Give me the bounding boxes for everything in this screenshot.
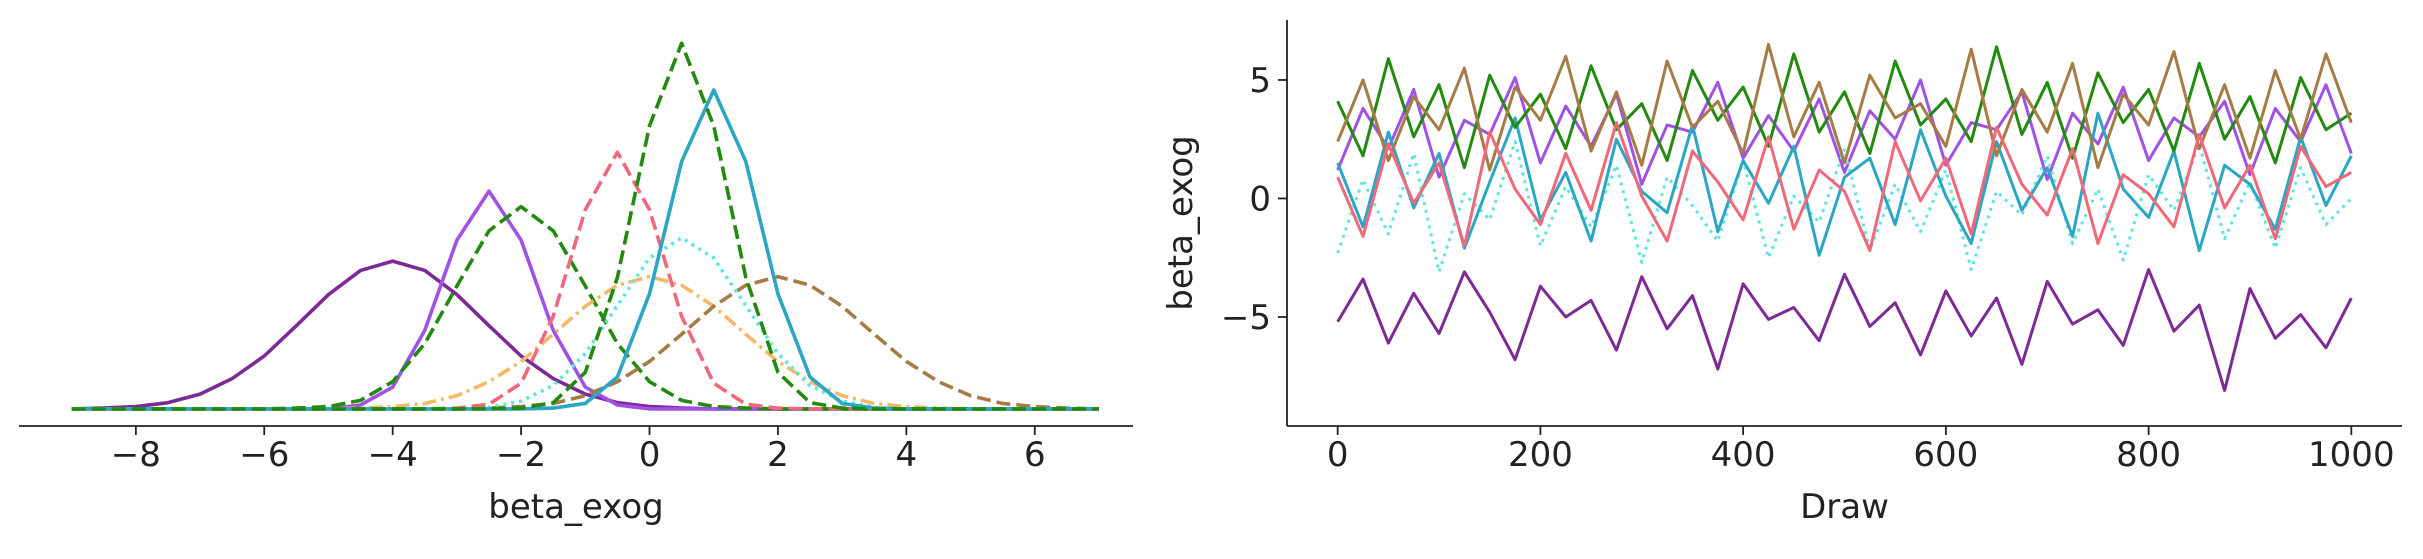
series-line: [71, 189, 1099, 411]
axes: −8 −6 −4 −2 0 2 4 6 beta_exog: [19, 41, 1133, 527]
x-tick-label: 2: [767, 435, 789, 475]
x-tick-label: −6: [239, 435, 289, 475]
x-tick-label: −8: [111, 435, 161, 475]
x-tick-label: 0: [1327, 435, 1349, 475]
series-line: [1336, 268, 2353, 392]
y-tick-label: 0: [1249, 179, 1271, 219]
y-tick-label: −5: [1221, 298, 1271, 338]
x-tick-label: 400: [1711, 435, 1776, 475]
series-line: [1336, 42, 2353, 172]
x-tick-label: −2: [496, 435, 546, 475]
x-tick-label: −4: [368, 435, 418, 475]
y-axis-label: beta_exog: [1161, 135, 1201, 310]
series-line: [71, 41, 1099, 411]
x-tick-label: 1000: [2308, 435, 2395, 475]
x-tick-label: 600: [1913, 435, 1978, 475]
x-tick-label: 6: [1024, 435, 1046, 475]
y-tick-label: 5: [1249, 61, 1271, 101]
x-tick-label: 0: [639, 435, 661, 475]
x-tick-label: 200: [1508, 435, 1573, 475]
axes: 0 200 400 600 800 1000 −5 0 5 Draw beta_exog: [1161, 20, 2402, 527]
x-tick-label: 800: [2116, 435, 2181, 475]
series-line: [1336, 121, 2353, 253]
series-line: [1336, 111, 2353, 257]
x-tick-label: 4: [896, 435, 918, 475]
series-line: [71, 88, 1099, 411]
x-axis-label: beta_exog: [488, 487, 663, 527]
x-axis-label: Draw: [1800, 487, 1889, 527]
